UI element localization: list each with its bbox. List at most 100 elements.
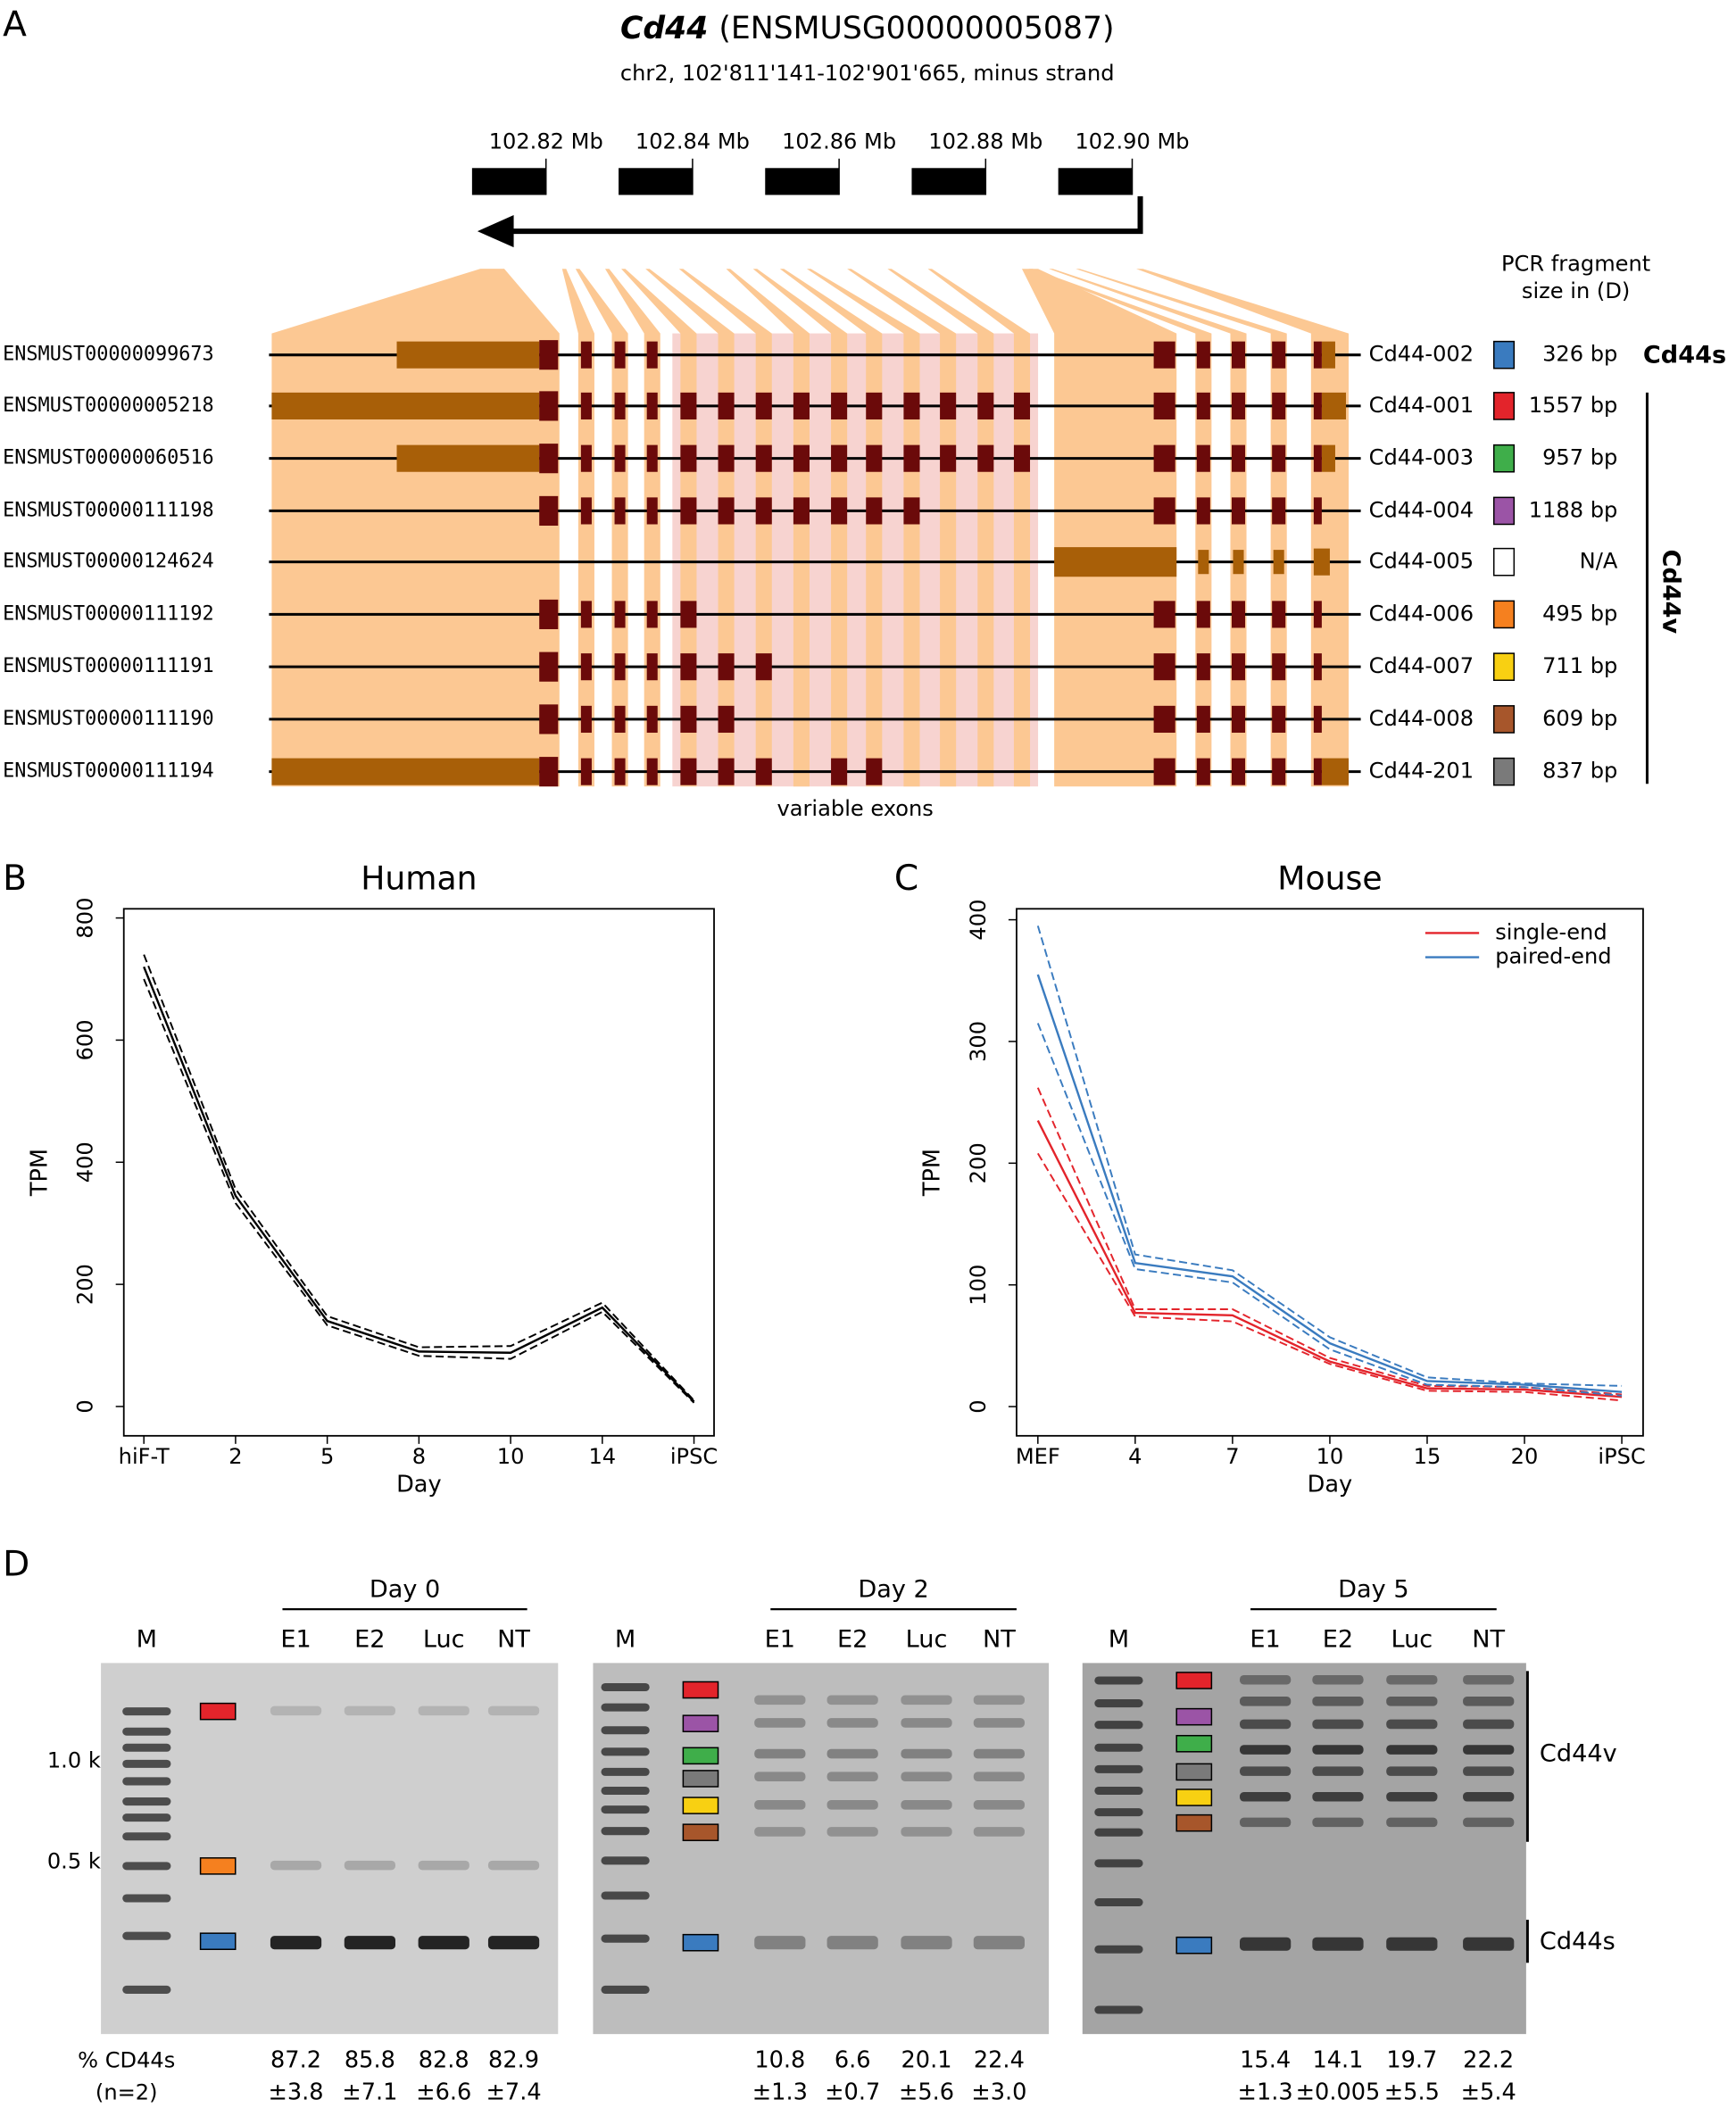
exon [1013,392,1031,419]
ladder-band [601,1682,650,1692]
exon [903,444,920,472]
exon [718,758,735,785]
exon [614,497,626,525]
ladder-band [601,1856,650,1865]
ladder-band [601,1786,650,1796]
transcript-name: Cd44-003 [1369,445,1474,470]
gel-band [1386,1766,1438,1776]
ladder-band [122,1777,171,1786]
gel-image [1082,1663,1526,2035]
scale-label: 102.88 Mb [928,129,1042,154]
exon [1196,444,1210,472]
band-marker [682,1770,719,1788]
ladder-band [1094,1828,1143,1837]
exon-projection [1021,269,1177,787]
exon [646,653,658,681]
exon [1231,758,1246,785]
exon [680,758,697,785]
gel-band [826,1800,878,1810]
gel-band [1240,1766,1292,1776]
exon [680,444,697,472]
gel-band [1240,1937,1292,1951]
exon [680,497,697,525]
color-key [1492,600,1516,629]
gel-band [973,1827,1025,1837]
percent-value: 6.6 [835,2046,871,2073]
scale-block [471,168,546,195]
panel-label: A [3,5,27,46]
scale-block [619,168,693,195]
exon-projection [479,269,505,278]
ladder-band [122,1985,171,1994]
ladder-band [1094,1808,1143,1817]
x-tick-label: MEF [1016,1444,1060,1469]
lane-label: E1 [765,1625,795,1653]
scale-block [765,168,840,195]
band-marker [682,1747,719,1765]
percent-sd: ±6.6 [416,2079,471,2105]
percent-value: 85.8 [345,2046,395,2073]
gene-location: chr2, 102'811'141-102'901'665, minus str… [620,61,1115,86]
gel-band [1312,1697,1364,1706]
lane-label: E2 [1323,1625,1353,1653]
gel-band [1463,1817,1515,1828]
gel-band [487,1860,540,1871]
transcript-id: ENSMUST00000111190 [3,708,214,730]
gel-band [826,1936,878,1950]
utr [1321,444,1335,472]
exon [718,497,735,525]
gel-band [1312,1674,1364,1685]
gel-band [1386,1745,1438,1755]
exon-projection [726,269,810,787]
ladder-band [1094,2005,1143,2014]
transcript-name: Cd44-201 [1369,759,1474,784]
exon [831,497,848,525]
gel-band [1240,1792,1292,1802]
ladder-band [122,1707,171,1716]
band-marker [1175,1936,1213,1954]
fragment-size: 711 bp [1542,653,1617,678]
lane-label: Luc [1391,1625,1433,1653]
gel-band [901,1772,952,1781]
x-tick-label: hiF-T [119,1444,170,1469]
exon [580,497,592,525]
chart-title: Mouse [1277,859,1382,898]
exon [1231,497,1246,525]
exon-projection [927,269,1031,787]
scale-block [1058,168,1133,195]
gel-image [101,1663,559,2035]
transcript-name: Cd44-006 [1369,601,1474,626]
color-key [1492,652,1516,681]
percent-sd: ±5.5 [1384,2079,1440,2105]
y-tick-label: 400 [966,900,991,941]
gel-band [1386,1697,1438,1706]
exon [940,392,957,419]
lane-label: E1 [280,1625,311,1653]
gel-band [1240,1697,1292,1706]
x-tick-label: 15 [1414,1444,1441,1469]
percent-sd: ±3.0 [971,2079,1026,2105]
ladder-band [122,1813,171,1822]
band-marker [682,1933,719,1952]
x-tick-label: 5 [320,1444,334,1469]
x-tick-label: 8 [412,1444,426,1469]
exon [1272,705,1286,733]
x-tick-label: 10 [1317,1444,1344,1469]
gel-band [754,1772,806,1781]
gel-band [1463,1697,1515,1706]
band-marker [1175,1672,1213,1689]
gel-band [901,1936,952,1950]
color-key [1492,757,1516,786]
exon [1153,497,1175,525]
exon [866,444,883,472]
gel-band [754,1695,806,1705]
gel-band [270,1936,322,1950]
ladder-band [1094,1699,1143,1708]
y-tick-label: 600 [73,1019,98,1060]
ladder-band [1094,1721,1143,1730]
gel-band [344,1936,396,1950]
gel-band [901,1695,952,1705]
percent-value: 15.4 [1240,2046,1291,2073]
lane-label: NT [983,1625,1016,1653]
gel-band [1312,1766,1364,1776]
